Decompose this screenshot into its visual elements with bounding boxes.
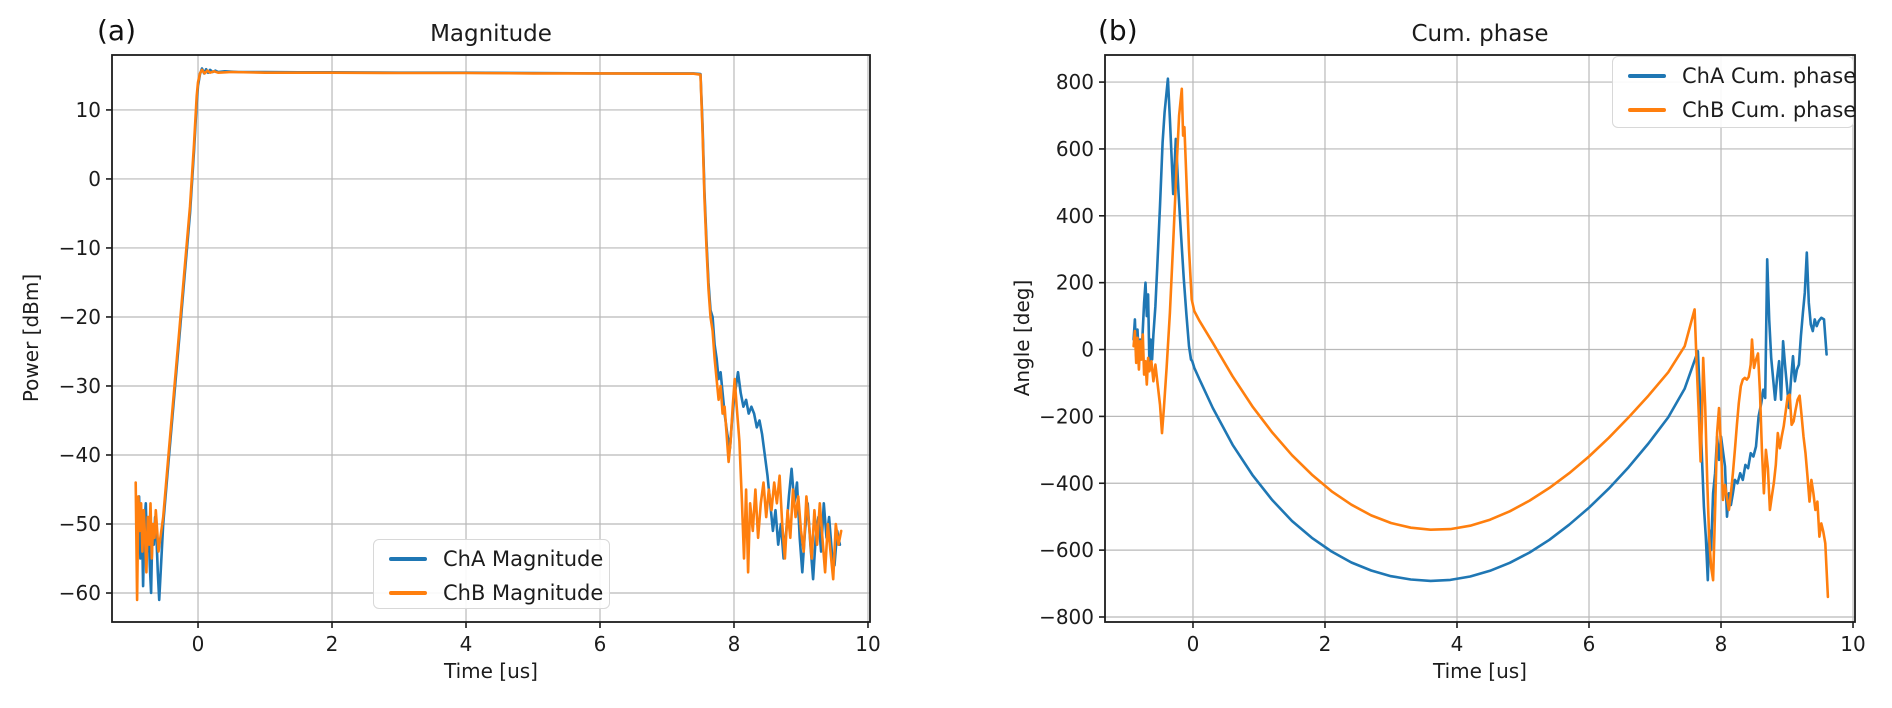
- svg-text:600: 600: [1056, 137, 1094, 161]
- svg-text:0: 0: [1081, 338, 1094, 362]
- chb-line-swatch: [1628, 108, 1666, 112]
- panel-b-legend: ChA Cum. phase ChB Cum. phase: [1612, 56, 1857, 128]
- svg-text:−10: −10: [59, 236, 101, 260]
- svg-text:800: 800: [1056, 70, 1094, 94]
- panel-a-title: Magnitude: [430, 21, 552, 47]
- svg-text:−60: −60: [59, 581, 101, 605]
- svg-text:−30: −30: [59, 374, 101, 398]
- chb-line-swatch: [389, 591, 427, 595]
- legend-item: ChB Magnitude: [374, 576, 609, 610]
- svg-text:−800: −800: [1039, 605, 1094, 629]
- svg-text:400: 400: [1056, 204, 1094, 228]
- svg-text:6: 6: [1583, 632, 1596, 656]
- legend-item: ChA Magnitude: [374, 542, 609, 576]
- cha-line-swatch: [1628, 74, 1666, 78]
- svg-text:8: 8: [728, 632, 741, 656]
- panel-b-x-axis-label: Time [us]: [1432, 659, 1527, 683]
- panel-b-plot-area: 0 2 4 6 8 10 800 600 400 200 0 −200 −400 −600 −800: [1039, 54, 1866, 656]
- svg-text:0: 0: [1187, 632, 1200, 656]
- svg-text:−50: −50: [59, 512, 101, 536]
- svg-text:0: 0: [88, 167, 101, 191]
- svg-text:−200: −200: [1039, 404, 1094, 428]
- panel-b-title: Cum. phase: [1411, 21, 1549, 47]
- svg-text:10: 10: [855, 632, 880, 656]
- legend-label: ChA Cum. phase: [1682, 63, 1857, 88]
- panel-a-plot-area: 0 2 4 6 8 10 10 0 −10 −20 −30 −40 −50 −60: [59, 54, 881, 656]
- svg-text:−600: −600: [1039, 538, 1094, 562]
- panel-b-y-axis-label: Angle [deg]: [1010, 279, 1034, 397]
- svg-text:4: 4: [1451, 632, 1464, 656]
- legend-label: ChA Magnitude: [443, 546, 604, 571]
- cha-line-swatch: [389, 557, 427, 561]
- svg-text:−20: −20: [59, 305, 101, 329]
- panel-b-label: (b): [1098, 14, 1138, 47]
- svg-text:−400: −400: [1039, 471, 1094, 495]
- panel-a-y-axis-label: Power [dBm]: [19, 273, 43, 403]
- svg-text:10: 10: [1840, 632, 1865, 656]
- svg-text:2: 2: [1319, 632, 1332, 656]
- svg-text:4: 4: [460, 632, 473, 656]
- svg-text:−40: −40: [59, 443, 101, 467]
- legend-label: ChB Cum. phase: [1682, 97, 1857, 122]
- panel-a-x-axis-label: Time [us]: [443, 659, 538, 683]
- panel-a-legend: ChA Magnitude ChB Magnitude: [373, 539, 610, 609]
- panel-a-label: (a): [97, 14, 137, 47]
- svg-text:200: 200: [1056, 271, 1094, 295]
- svg-text:10: 10: [76, 98, 101, 122]
- legend-item: ChB Cum. phase: [1613, 93, 1857, 127]
- legend-item: ChA Cum. phase: [1613, 59, 1857, 93]
- svg-text:0: 0: [192, 632, 205, 656]
- svg-text:8: 8: [1715, 632, 1728, 656]
- legend-label: ChB Magnitude: [443, 580, 604, 605]
- svg-text:6: 6: [594, 632, 607, 656]
- svg-text:2: 2: [326, 632, 339, 656]
